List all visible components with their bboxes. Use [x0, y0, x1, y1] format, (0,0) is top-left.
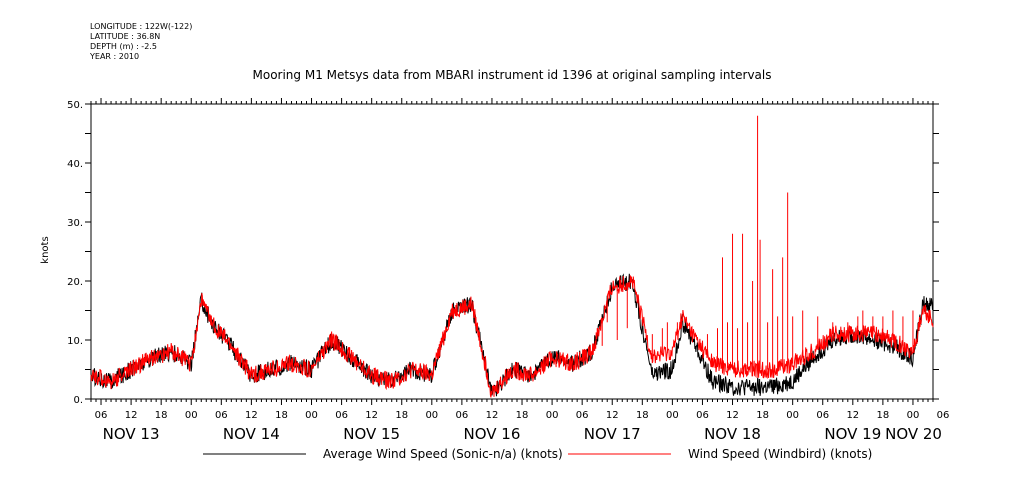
x-tick-label: 12	[245, 410, 258, 421]
y-tick-label: 10.	[67, 336, 83, 347]
chart-title: Mooring M1 Metsys data from MBARI instru…	[253, 68, 772, 82]
x-tick-label: 00	[786, 410, 799, 421]
y-tick-label: 50.	[67, 100, 83, 111]
y-tick-label: 20.	[67, 277, 83, 288]
x-tick-label: 06	[696, 410, 709, 421]
x-day-label: NOV 17	[584, 425, 641, 443]
x-tick-label: 00	[305, 410, 318, 421]
y-tick-label: 40.	[67, 159, 83, 170]
y-tick-label: 0.	[73, 395, 83, 406]
x-tick-label: 00	[907, 410, 920, 421]
y-axis-label: knots	[40, 236, 51, 263]
legend-label-sonic: Average Wind Speed (Sonic-n/a) (knots)	[323, 447, 563, 461]
x-tick-label: 12	[606, 410, 619, 421]
x-tick-label: 18	[636, 410, 649, 421]
x-day-label: NOV 19	[824, 425, 881, 443]
legend-label-windbird: Wind Speed (Windbird) (knots)	[688, 447, 872, 461]
x-tick-label: 18	[516, 410, 529, 421]
y-axis-ticks: 0. 10. 20. 30. 40. 50.	[67, 100, 939, 406]
x-tick-label: 00	[185, 410, 198, 421]
x-tick-label: 18	[395, 410, 408, 421]
x-tick-label: 00	[425, 410, 438, 421]
x-tick-label: 12	[726, 410, 739, 421]
x-tick-label: 12	[846, 410, 859, 421]
x-tick-label: 00	[546, 410, 559, 421]
x-day-label: NOV 14	[223, 425, 280, 443]
metadata-block: LONGITUDE : 122W(-122) LATITUDE : 36.8N …	[90, 22, 192, 62]
x-day-label: NOV 18	[704, 425, 761, 443]
x-tick-label: 06	[576, 410, 589, 421]
x-tick-label: 12	[125, 410, 138, 421]
depth-label: DEPTH (m) : -2.5	[90, 42, 157, 51]
longitude-label: LONGITUDE : 122W(-122)	[90, 22, 193, 31]
plot-area	[90, 115, 934, 398]
x-tick-label: 06	[456, 410, 469, 421]
latitude-label: LATITUDE : 36.8N	[90, 32, 161, 41]
x-axis-ticks: 06 12 18 00 06 12 18 00 06 12 18 00 06 12 18 00 06 12 18 00…	[90, 98, 950, 443]
x-tick-label: 06	[816, 410, 829, 421]
year-label: YEAR : 2010	[90, 52, 140, 61]
x-tick-label: 12	[486, 410, 499, 421]
x-tick-label: 00	[666, 410, 679, 421]
x-day-label: NOV 13	[103, 425, 160, 443]
series-line-1	[90, 275, 934, 398]
y-tick-label: 30.	[67, 218, 83, 229]
series-line-0	[90, 273, 934, 397]
legend: Average Wind Speed (Sonic-n/a) (knots) W…	[203, 447, 872, 461]
x-tick-label: 06	[937, 410, 950, 421]
x-tick-label: 12	[365, 410, 378, 421]
x-tick-label: 18	[877, 410, 890, 421]
x-day-label: NOV 15	[343, 425, 400, 443]
x-tick-label: 18	[756, 410, 769, 421]
x-tick-label: 06	[215, 410, 228, 421]
x-tick-label: 06	[335, 410, 348, 421]
x-tick-label: 06	[95, 410, 108, 421]
x-tick-label: 18	[275, 410, 288, 421]
x-tick-label: 18	[155, 410, 168, 421]
x-day-label: NOV 20	[885, 425, 942, 443]
x-day-label: NOV 16	[464, 425, 521, 443]
